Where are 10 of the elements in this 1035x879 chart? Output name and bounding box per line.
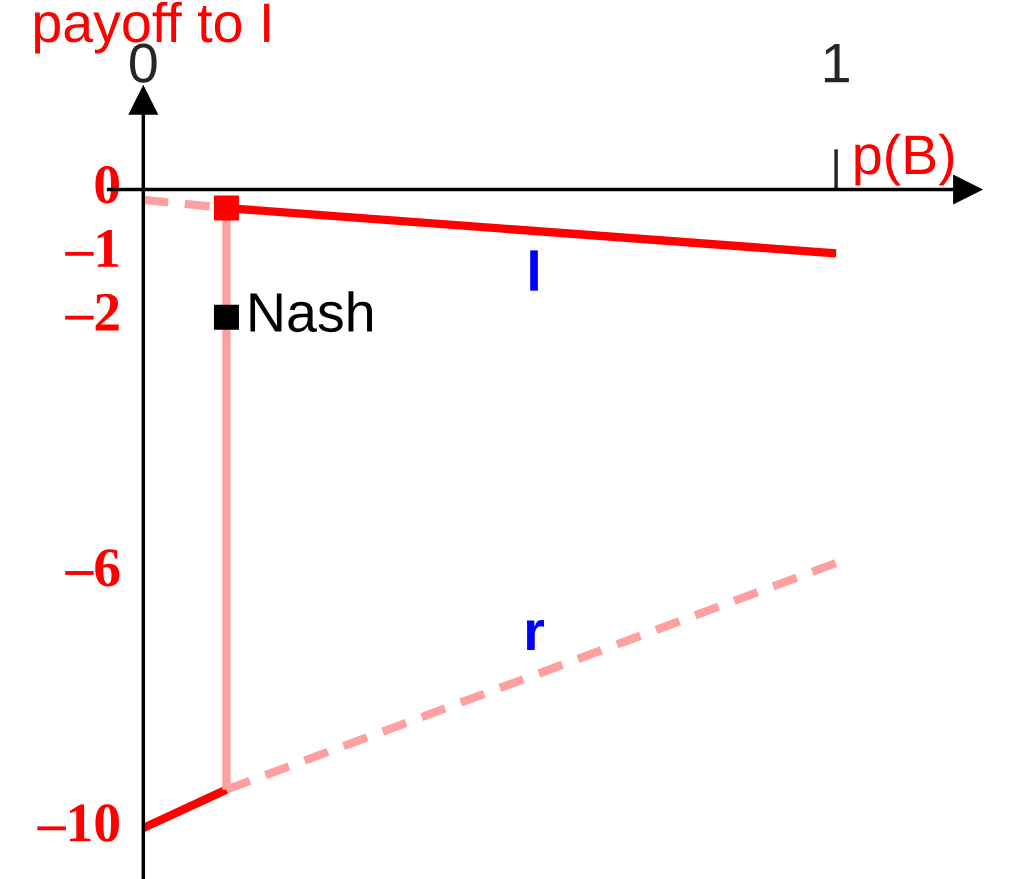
y-tick-label: –1: [65, 230, 119, 267]
y-tick-label: –6: [65, 549, 120, 587]
series-label: l: [530, 250, 538, 291]
y-tick-label: 0: [95, 165, 119, 204]
series-label: r: [526, 619, 545, 650]
x-tick-label: 1: [824, 43, 849, 83]
y-tick-label: –2: [65, 293, 119, 331]
series-label: Nash: [250, 291, 372, 333]
y-tick-label: –10: [37, 804, 119, 842]
x-axis-title: p(B): [855, 133, 954, 186]
